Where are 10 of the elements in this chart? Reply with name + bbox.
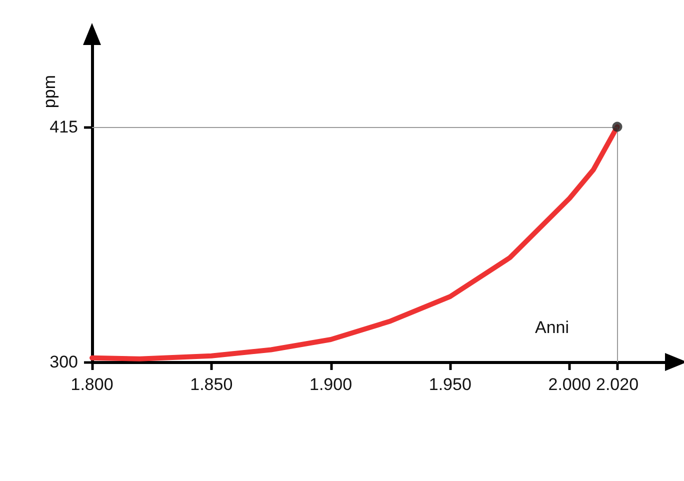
x-tick-label: 2.020 (596, 375, 639, 394)
x-tick-label: 1.950 (428, 375, 472, 394)
x-axis-title: Anni (535, 318, 570, 337)
x-tick-label: 1.850 (190, 375, 233, 394)
x-tick-label: 2.000 (548, 375, 591, 394)
x-tick-label: 1.800 (70, 375, 114, 394)
y-tick-label: 300 (50, 352, 78, 372)
x-tick-label: 1.900 (309, 375, 352, 394)
y-axis-title: ppm (40, 75, 59, 108)
y-tick-label: 415 (50, 117, 78, 136)
